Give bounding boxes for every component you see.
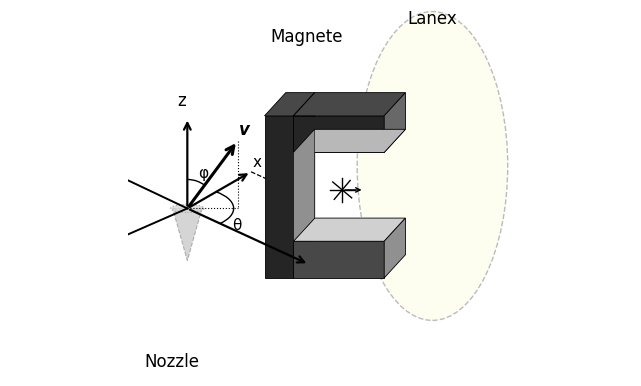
Polygon shape bbox=[265, 116, 294, 278]
Text: Nozzle: Nozzle bbox=[144, 353, 199, 371]
Polygon shape bbox=[172, 208, 202, 261]
Polygon shape bbox=[294, 218, 405, 241]
Polygon shape bbox=[265, 93, 315, 116]
Ellipse shape bbox=[171, 205, 204, 212]
Polygon shape bbox=[294, 93, 315, 278]
Text: θ: θ bbox=[231, 218, 241, 233]
Text: Lanex: Lanex bbox=[408, 10, 457, 28]
Polygon shape bbox=[294, 116, 384, 152]
Text: v: v bbox=[240, 121, 251, 139]
Text: φ: φ bbox=[198, 166, 208, 181]
Text: x: x bbox=[253, 155, 262, 170]
Text: Magnete: Magnete bbox=[271, 28, 343, 46]
Polygon shape bbox=[294, 93, 405, 116]
Ellipse shape bbox=[357, 12, 508, 320]
Polygon shape bbox=[294, 129, 405, 152]
Polygon shape bbox=[294, 241, 384, 278]
Polygon shape bbox=[384, 218, 405, 278]
Polygon shape bbox=[294, 129, 315, 241]
Text: z: z bbox=[177, 92, 186, 110]
Polygon shape bbox=[384, 93, 405, 152]
Text: y: y bbox=[314, 259, 324, 277]
